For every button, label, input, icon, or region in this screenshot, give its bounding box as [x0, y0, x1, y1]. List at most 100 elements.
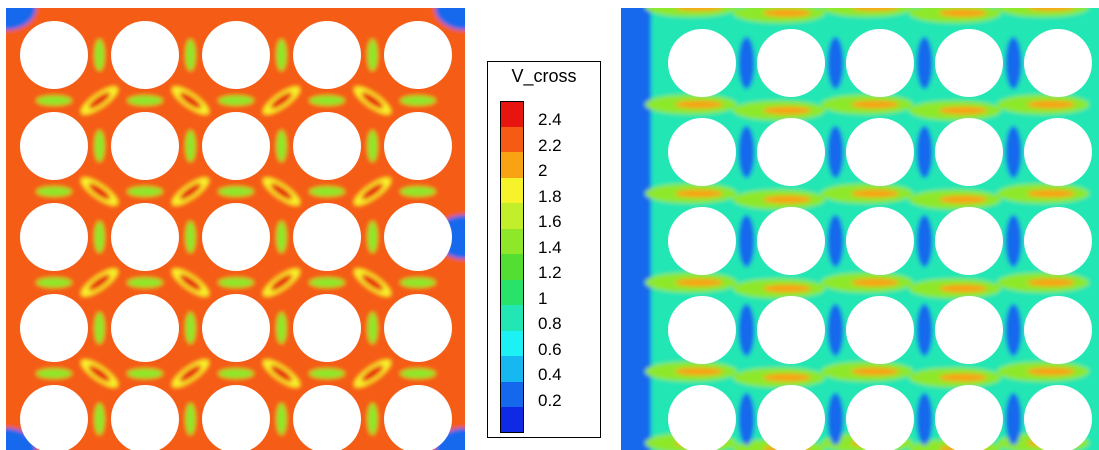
- low-zone: [827, 304, 844, 356]
- legend-label: 0.8: [538, 314, 562, 333]
- obstacle: [202, 21, 270, 89]
- jet-core: [675, 189, 723, 198]
- gap-zone: [276, 221, 287, 253]
- peak-zone: [179, 274, 202, 291]
- low-zone: [738, 393, 755, 445]
- jet-core: [763, 373, 811, 382]
- obstacle: [111, 294, 179, 362]
- obstacle: [384, 294, 452, 362]
- peak-zone: [361, 274, 384, 291]
- obstacle: [935, 29, 1003, 97]
- obstacle: [757, 118, 825, 186]
- jet-zone: [997, 8, 1089, 17]
- jet-core: [675, 367, 723, 376]
- legend-label: 1.4: [538, 237, 562, 257]
- legend-swatch: [500, 177, 524, 203]
- jet-core: [939, 284, 987, 293]
- contour-plot-left: [6, 8, 465, 450]
- legend-item: 1.2: [500, 254, 596, 281]
- peak-zone: [179, 365, 202, 382]
- legend-item: 0.6: [500, 330, 596, 359]
- gap-zone: [218, 368, 254, 379]
- gap-zone: [400, 277, 436, 288]
- low-zone: [1005, 37, 1022, 89]
- legend-swatch: [500, 279, 524, 305]
- low-zone: [621, 8, 651, 450]
- contour-plot-right: [621, 8, 1099, 450]
- legend-title: V_cross: [511, 66, 577, 86]
- gap-zone: [127, 368, 163, 379]
- gap-zone: [36, 368, 72, 379]
- obstacle: [293, 203, 361, 271]
- obstacle: [1024, 207, 1092, 275]
- legend-label: 0.6: [538, 339, 562, 359]
- jet-core: [939, 106, 987, 115]
- obstacle: [384, 203, 452, 271]
- jet-core: [763, 106, 811, 115]
- gap-zone: [367, 312, 378, 344]
- peak-zone: [361, 365, 384, 382]
- obstacle: [668, 207, 736, 275]
- legend-item: 0.2: [500, 381, 596, 410]
- low-zone: [435, 428, 465, 450]
- jet-core: [851, 189, 899, 198]
- legend-item: 2.2: [500, 126, 596, 154]
- obstacle: [20, 385, 88, 450]
- jet-core: [1027, 278, 1075, 287]
- jet-core: [851, 8, 899, 11]
- gap-zone: [400, 95, 436, 106]
- peak-zone: [179, 183, 202, 200]
- legend-label: 1.6: [538, 212, 562, 231]
- obstacle: [293, 294, 361, 362]
- jet-core: [675, 100, 723, 109]
- gap-zone: [36, 186, 72, 197]
- low-zone: [916, 215, 933, 267]
- gap-zone: [276, 130, 287, 162]
- jet-zone: [645, 8, 737, 17]
- legend-item: 2: [500, 152, 596, 180]
- legend-item: [500, 407, 596, 433]
- gap-zone: [127, 277, 163, 288]
- peak-zone: [88, 92, 111, 109]
- low-zone: [1005, 304, 1022, 356]
- gap-zone: [218, 95, 254, 106]
- jet-core: [675, 8, 723, 11]
- obstacle: [202, 385, 270, 450]
- gap-zone: [36, 95, 72, 106]
- legend-label: 1.8: [538, 186, 562, 206]
- gap-zone: [218, 186, 254, 197]
- gap-zone: [309, 368, 345, 379]
- obstacle: [846, 385, 914, 450]
- obstacle: [935, 296, 1003, 364]
- gap-zone: [185, 312, 196, 344]
- low-zone: [916, 37, 933, 89]
- gap-zone: [309, 95, 345, 106]
- low-zone: [738, 304, 755, 356]
- obstacle: [20, 21, 88, 89]
- gap-zone: [185, 221, 196, 253]
- legend-label: 2: [538, 161, 548, 180]
- obstacle: [384, 385, 452, 450]
- gap-zone: [400, 186, 436, 197]
- low-zone: [6, 8, 36, 30]
- obstacles: [20, 21, 452, 450]
- legend-swatch: [500, 381, 524, 407]
- obstacle: [111, 385, 179, 450]
- obstacle: [293, 112, 361, 180]
- legend-item: 1.4: [500, 228, 596, 257]
- low-zone: [916, 393, 933, 445]
- peak-zone: [270, 183, 293, 200]
- jet-core: [851, 367, 899, 376]
- legend-swatch: [500, 228, 524, 254]
- jet-core: [939, 373, 987, 382]
- obstacle: [757, 207, 825, 275]
- gap-zone: [94, 312, 105, 344]
- legend-label: 0.2: [538, 390, 562, 410]
- gap-zone: [309, 186, 345, 197]
- low-zone: [827, 126, 844, 178]
- contour-plot-right-svg: [621, 8, 1099, 450]
- legend-swatch: [500, 101, 524, 127]
- legend-item: 1: [500, 279, 596, 307]
- color-legend: V_cross 2.4 2.2 2 1.8 1.6 1.4 1.2 1 0.8 0.6 0.4 0.2: [487, 61, 601, 438]
- obstacle: [1024, 118, 1092, 186]
